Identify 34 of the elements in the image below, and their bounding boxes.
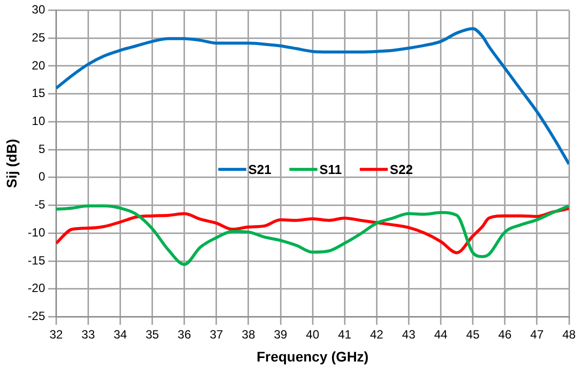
x-tick-label: 44 (434, 327, 448, 342)
y-tick-label: -5 (34, 198, 46, 212)
y-tick-label: 5 (38, 142, 46, 156)
x-tick-label: 32 (49, 327, 64, 342)
y-axis-title: Sij (dB) (3, 139, 20, 188)
y-tick-label: 20 (32, 58, 46, 72)
x-tick-label: 34 (114, 327, 128, 342)
x-tick-label: 39 (274, 327, 288, 342)
x-tick-label: 40 (306, 327, 320, 342)
x-tick-label: 38 (242, 327, 256, 342)
x-tick-label: 35 (146, 327, 160, 342)
y-tick-label: -15 (28, 253, 46, 268)
x-tick-label: 48 (562, 327, 576, 342)
x-tick-label: 45 (466, 327, 480, 342)
x-tick-label: 41 (338, 327, 352, 342)
x-tick-label: 42 (370, 327, 384, 342)
y-tick-label: 15 (32, 86, 46, 100)
y-tick-label: -10 (28, 225, 46, 240)
y-tick-label: 30 (32, 2, 46, 17)
y-tick-label: -25 (28, 309, 46, 324)
y-tick-label: -20 (28, 281, 46, 296)
x-tick-label: 47 (530, 327, 544, 342)
legend-label: S11 (319, 162, 342, 177)
legend-label: S22 (390, 162, 413, 177)
x-axis-title: Frequency (GHz) (256, 348, 369, 364)
y-tick-label: 10 (32, 114, 46, 128)
y-tick-label: 0 (38, 170, 46, 184)
y-tick-label: 25 (32, 30, 46, 44)
x-tick-label: 36 (178, 327, 192, 342)
x-tick-label: 37 (210, 327, 224, 342)
x-tick-label: 33 (82, 327, 96, 342)
x-tick-label: 43 (402, 327, 416, 342)
x-tick-label: 46 (498, 327, 512, 342)
legend-label: S21 (248, 162, 272, 177)
